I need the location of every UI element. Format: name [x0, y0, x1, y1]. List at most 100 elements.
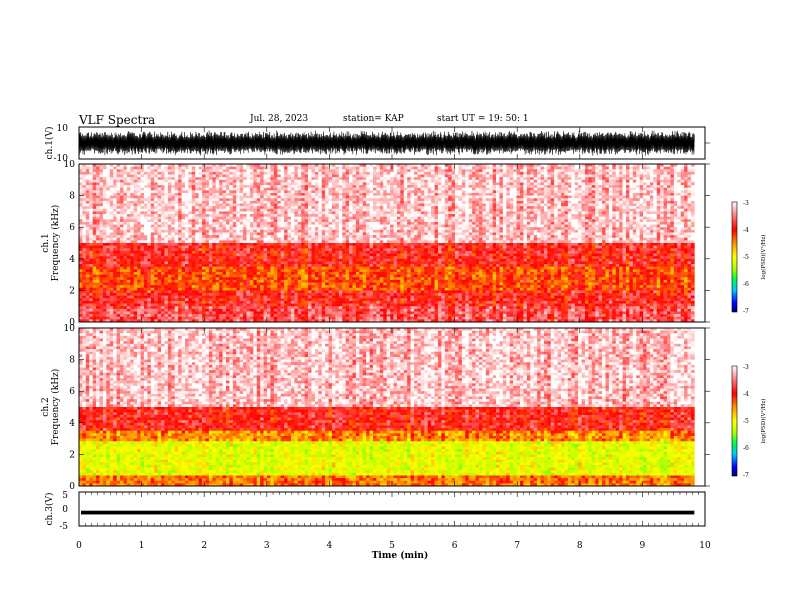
- ch1-spectrogram-cell: [113, 243, 117, 246]
- ch1-spectrogram-cell: [92, 174, 97, 178]
- ch1-spectrogram-cell: [102, 311, 107, 315]
- ch1-spectrogram-cell: [232, 316, 237, 320]
- ch1-spectrogram-cell: [191, 237, 196, 241]
- ch1-spectrogram-cell: [219, 195, 223, 199]
- ch1-spectrogram-cell: [79, 192, 83, 196]
- ch1-spectrogram-cell: [335, 287, 340, 291]
- ch1-spectrogram-cell: [236, 211, 240, 215]
- ch1-spectrogram-cell: [297, 258, 302, 262]
- ch1-spectrogram-cell: [342, 295, 346, 299]
- ch1-spectrogram-cell: [92, 314, 97, 318]
- ch1-spectrogram-cell: [92, 300, 97, 304]
- ch1-spectrogram-cell: [89, 250, 93, 254]
- ch1-spectrogram-cell: [304, 258, 309, 262]
- ch1-spectrogram-cell: [79, 303, 83, 307]
- ch1-spectrogram-cell: [243, 271, 247, 275]
- ch1-spectrogram-cell: [198, 206, 203, 210]
- ch1-spectrogram-cell: [280, 264, 285, 267]
- ch1-spectrogram-cell: [133, 208, 138, 212]
- ch1-spectrogram-cell: [267, 308, 271, 312]
- ch1-spectrogram-cell: [246, 311, 251, 315]
- ch1-spectrogram-cell: [184, 277, 189, 281]
- ch1-spectrogram-cell: [284, 164, 288, 167]
- ch1-spectrogram-cell: [260, 274, 264, 278]
- ch1-spectrogram-cell: [355, 271, 360, 275]
- ch1-spectrogram-cell: [181, 285, 186, 289]
- ch1-spectrogram-cell: [161, 245, 165, 249]
- ch1-spectrogram-cell: [174, 224, 179, 228]
- ch1-spectrogram-cell: [239, 261, 244, 265]
- ch1-spectrogram-cell: [140, 314, 145, 318]
- ch1-spectrogram-cell: [154, 253, 158, 257]
- ch1-spectrogram-cell: [184, 164, 189, 167]
- ch1-spectrogram-cell: [260, 245, 264, 249]
- ch1-spectrogram-cell: [167, 319, 172, 323]
- ch1-spectrogram-cell: [198, 195, 203, 199]
- ch1-spectrogram-cell: [89, 248, 93, 252]
- ch1-spectrogram-cell: [284, 300, 288, 304]
- ch1-spectrogram-cell: [338, 245, 343, 249]
- ch1-spectrogram-cell: [229, 264, 234, 267]
- ch1-spectrogram-cell: [287, 290, 292, 294]
- ch1-spectrogram-cell: [229, 214, 234, 217]
- ch1-spectrogram-cell: [325, 195, 329, 199]
- ch1-spectrogram-cell: [116, 308, 121, 312]
- ch1-spectrogram-cell: [359, 185, 364, 188]
- ch1-spectrogram-cell: [188, 285, 193, 289]
- ch1-spectrogram-cell: [325, 287, 329, 291]
- ch1-spectrogram-cell: [154, 200, 158, 204]
- ch1-spectrogram-cell: [280, 253, 285, 257]
- ch1-spectrogram-cell: [277, 295, 281, 299]
- ch1-spectrogram-cell: [150, 287, 155, 291]
- ch1-spectrogram-cell: [331, 195, 336, 199]
- ch1-spectrogram-cell: [92, 253, 97, 257]
- ch1-spectrogram-cell: [202, 306, 206, 310]
- ch1-spectrogram-cell: [154, 203, 158, 207]
- ch1-spectrogram-cell: [342, 293, 346, 296]
- ch1-spectrogram-cell: [116, 264, 121, 267]
- ch1-spectrogram-cell: [311, 221, 316, 225]
- ch1-spectrogram-cell: [188, 293, 193, 296]
- ch1-spectrogram-cell: [249, 264, 254, 267]
- ch1-spectrogram-cell: [294, 166, 299, 170]
- ch1-spectrogram-cell: [277, 177, 281, 181]
- ch1-spectrogram-cell: [96, 266, 100, 270]
- ch1-spectrogram-cell: [246, 287, 251, 291]
- ch1-spectrogram-cell: [311, 198, 316, 202]
- ch1-spectrogram-cell: [297, 303, 302, 307]
- ch1-spectrogram-cell: [232, 277, 237, 281]
- ch1-spectrogram-cell: [331, 179, 336, 183]
- ch1-spectrogram-cell: [297, 227, 302, 231]
- ch1-spectrogram-cell: [202, 203, 206, 207]
- ch1-spectrogram-cell: [92, 308, 97, 312]
- ch1-spectrogram-cell: [338, 221, 343, 225]
- ch1-spectrogram-cell: [205, 274, 210, 278]
- ch1-spectrogram-cell: [325, 192, 329, 196]
- ch1-spectrogram-cell: [284, 192, 288, 196]
- ch1-spectrogram-cell: [284, 253, 288, 257]
- ch1-spectrogram-cell: [212, 190, 217, 194]
- ch1-spectrogram-cell: [335, 248, 340, 252]
- ch1-spectrogram-cell: [96, 192, 100, 196]
- ch1-spectrogram-cell: [287, 227, 292, 231]
- ch1-spectrogram-cell: [147, 316, 152, 320]
- ch1-spectrogram-cell: [345, 295, 350, 299]
- ch1-spectrogram-cell: [79, 298, 83, 302]
- ch1-spectrogram-cell: [181, 277, 186, 281]
- ch1-spectrogram-cell: [260, 166, 264, 170]
- ch1-spectrogram-cell: [297, 253, 302, 257]
- ch1-spectrogram-cell: [284, 203, 288, 207]
- ch1-spectrogram-cell: [140, 295, 145, 299]
- ch1-spectrogram-cell: [229, 182, 234, 186]
- ch1-spectrogram-cell: [352, 177, 357, 181]
- ch1-spectrogram-cell: [236, 235, 240, 239]
- ch1-spectrogram-cell: [133, 250, 138, 254]
- ch1-spectrogram-cell: [349, 258, 353, 262]
- ch1-spectrogram-cell: [181, 166, 186, 170]
- ch1-spectrogram-cell: [338, 308, 343, 312]
- ch1-spectrogram-cell: [188, 264, 193, 267]
- ch1-spectrogram-cell: [280, 164, 285, 167]
- ch1-spectrogram-cell: [99, 203, 104, 207]
- ch1-spectrogram-cell: [277, 221, 281, 225]
- ch1-spectrogram-cell: [164, 198, 169, 202]
